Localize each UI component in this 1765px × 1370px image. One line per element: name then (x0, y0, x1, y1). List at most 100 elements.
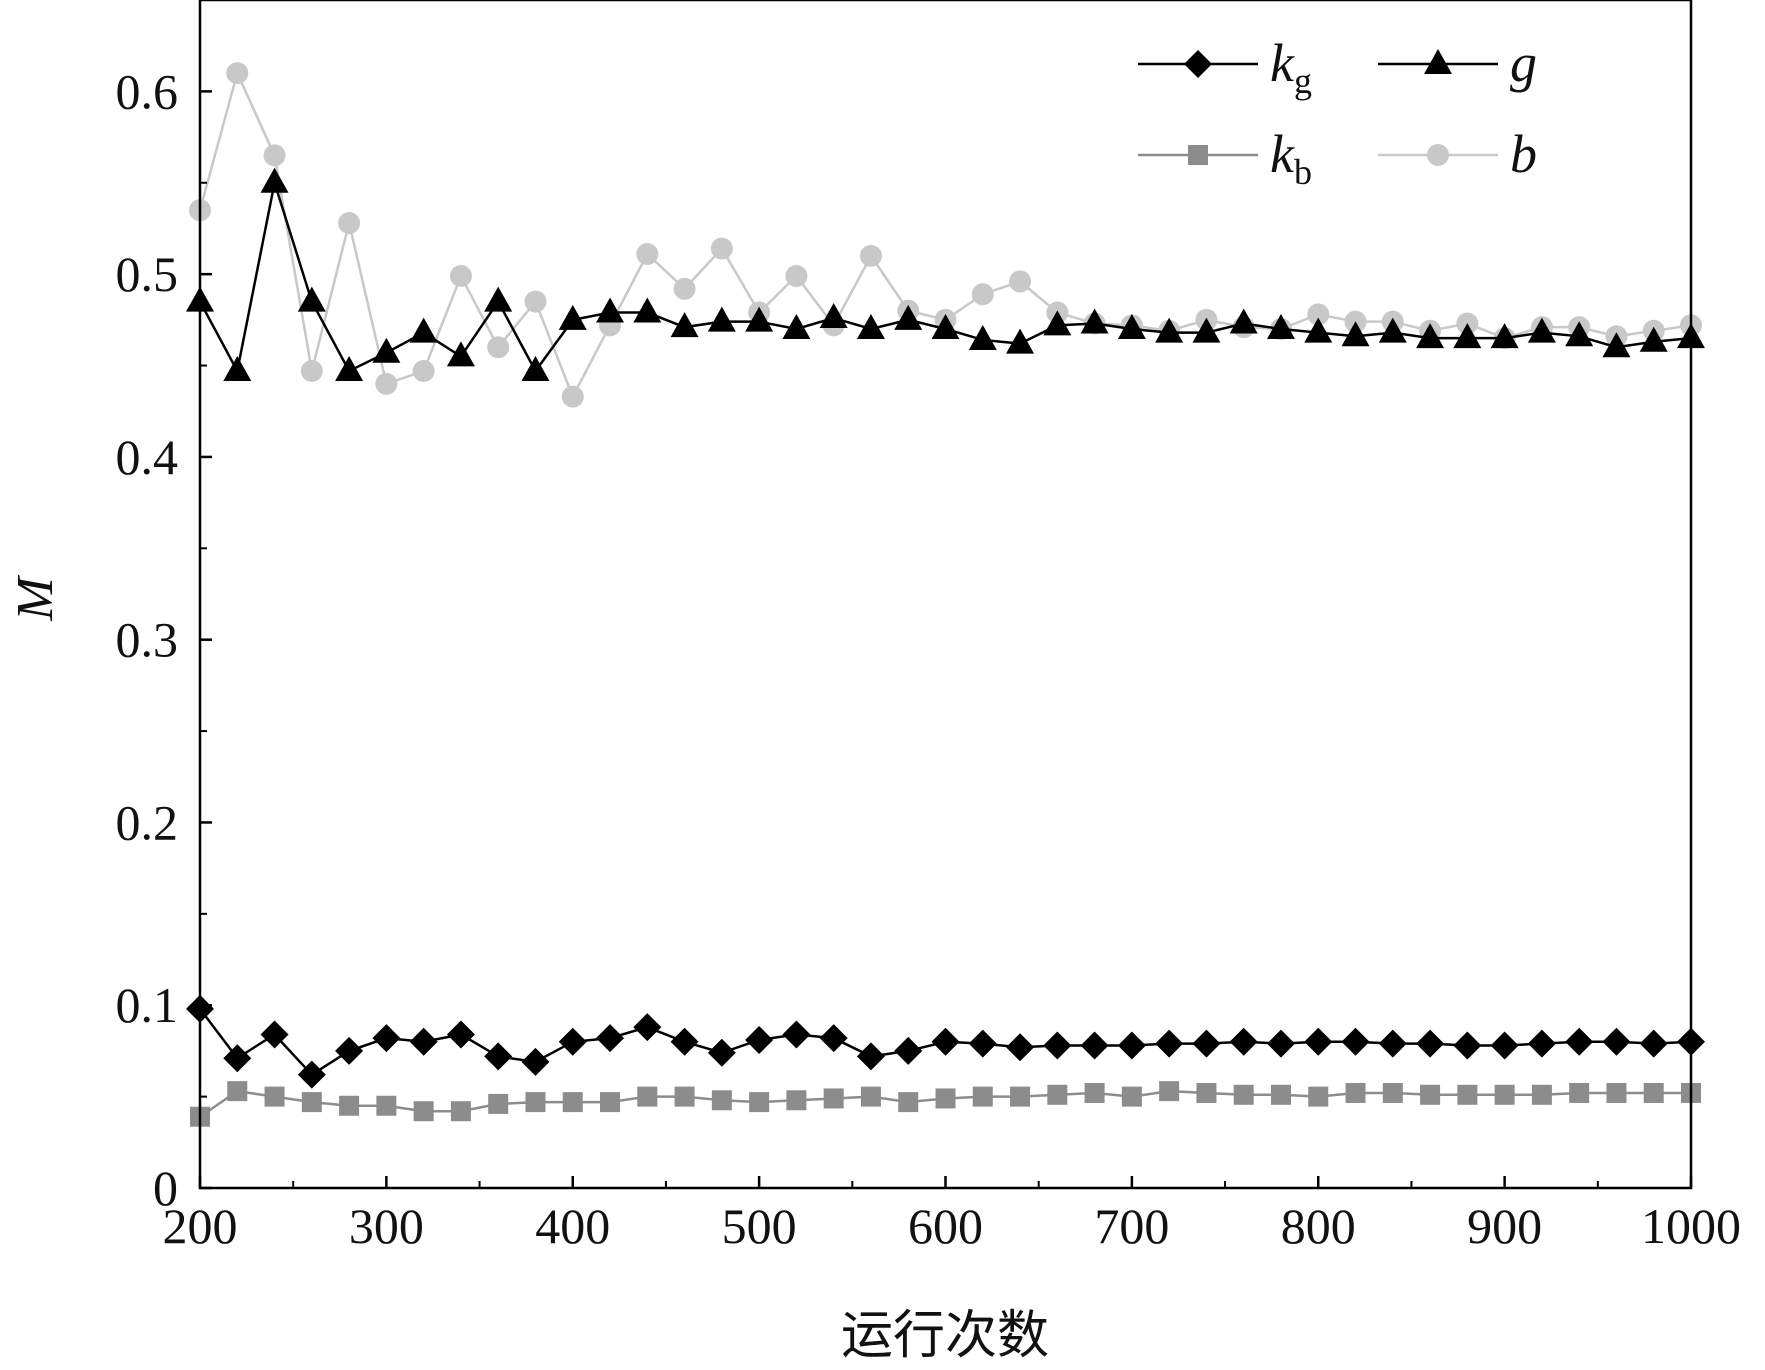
point-k_b-500 (749, 1092, 770, 1113)
point-k_g-760 (1229, 1027, 1258, 1056)
point-g-600 (931, 313, 960, 339)
point-k_g-740 (1192, 1029, 1221, 1058)
point-g-900 (1490, 323, 1519, 349)
point-g-640 (1006, 328, 1035, 354)
point-k_b-820 (1345, 1082, 1366, 1103)
x-tick-label-7: 900 (1467, 1198, 1542, 1254)
point-k_b-800 (1308, 1086, 1329, 1107)
point-k_b-440 (637, 1086, 658, 1107)
axes-layer: 200 300 400 500 600 700 800 900 1000 0 0.1 0.2 0.3 0.… (116, 0, 1741, 1254)
point-k_g-980 (1639, 1029, 1668, 1058)
legend-marker-k_g (1184, 50, 1212, 78)
point-k_b-640 (1010, 1086, 1031, 1107)
x-tick-label-2: 400 (535, 1198, 610, 1254)
point-k_g-840 (1378, 1029, 1407, 1058)
series-b (189, 62, 1702, 408)
point-k_b-680 (1084, 1082, 1105, 1103)
point-g-220 (223, 356, 252, 382)
series-layer (186, 62, 1705, 1127)
point-k_b-980 (1643, 1082, 1664, 1103)
point-k_g-360 (484, 1042, 513, 1071)
point-k_g-880 (1453, 1031, 1482, 1060)
point-g-620 (968, 324, 997, 350)
point-g-300 (372, 337, 401, 363)
point-k_b-240 (264, 1086, 285, 1107)
point-k_g-540 (819, 1024, 848, 1053)
point-k_b-400 (562, 1092, 583, 1113)
point-k_g-640 (1006, 1033, 1035, 1062)
point-k_b-520 (786, 1090, 807, 1111)
legend-label-b: b (1510, 124, 1537, 184)
point-g-660 (1043, 310, 1072, 336)
point-k_b-900 (1494, 1084, 1515, 1105)
point-k_g-480 (707, 1038, 736, 1067)
y-axis-label: M (7, 575, 64, 622)
point-k_b-280 (339, 1095, 360, 1116)
point-k_g-380 (521, 1047, 550, 1076)
point-k_g-560 (856, 1042, 885, 1071)
point-k_b-380 (525, 1092, 546, 1113)
point-k_b-960 (1606, 1082, 1627, 1103)
point-k_g-320 (409, 1027, 438, 1056)
legend-marker-g (1424, 49, 1452, 74)
point-b-300 (375, 372, 398, 395)
point-k_b-540 (823, 1088, 844, 1109)
point-k_b-340 (450, 1101, 471, 1122)
point-k_b-600 (935, 1088, 956, 1109)
point-g-560 (856, 313, 885, 339)
point-k_g-680 (1080, 1031, 1109, 1060)
point-k_g-580 (894, 1036, 923, 1065)
point-b-360 (487, 336, 510, 359)
point-k_g-280 (335, 1036, 364, 1065)
y-tick-label-2: 0.2 (116, 794, 179, 850)
point-k_b-220 (227, 1081, 248, 1102)
legend-item-b: b (1378, 124, 1537, 184)
point-k_b-260 (301, 1092, 322, 1113)
point-k_b-660 (1047, 1084, 1068, 1105)
point-k_g-900 (1490, 1031, 1519, 1060)
point-g-360 (484, 286, 513, 312)
point-g-240 (260, 167, 289, 193)
point-g-800 (1304, 317, 1333, 343)
point-k_b-740 (1196, 1082, 1217, 1103)
x-tick-label-4: 600 (908, 1198, 983, 1254)
point-k_g-240 (260, 1020, 289, 1049)
point-b-240 (263, 144, 286, 167)
point-b-260 (300, 360, 323, 383)
point-k_g-920 (1527, 1029, 1556, 1058)
y-tick-label-6: 0.6 (116, 63, 179, 119)
point-k_b-480 (711, 1090, 732, 1111)
point-k_b-840 (1382, 1082, 1403, 1103)
point-k_g-700 (1117, 1031, 1146, 1060)
point-g-980 (1639, 326, 1668, 352)
point-k_g-440 (633, 1013, 662, 1042)
point-k_g-660 (1043, 1031, 1072, 1060)
point-g-460 (670, 312, 699, 338)
point-k_g-300 (372, 1024, 401, 1053)
point-g-520 (782, 313, 811, 339)
point-g-420 (596, 297, 625, 323)
point-k_g-780 (1266, 1029, 1295, 1058)
legend-marker-b (1427, 144, 1449, 166)
point-k_b-320 (413, 1101, 434, 1122)
point-g-720 (1155, 317, 1184, 343)
x-axis-label: 运行次数 (841, 1306, 1049, 1366)
point-b-440 (636, 243, 659, 266)
point-b-340 (449, 264, 472, 287)
point-k_g-860 (1416, 1029, 1445, 1058)
point-k_g-260 (297, 1060, 326, 1089)
point-g-860 (1416, 323, 1445, 349)
point-g-880 (1453, 323, 1482, 349)
y-tick-label-1: 0.1 (116, 977, 179, 1033)
point-b-560 (859, 244, 882, 267)
point-g-260 (297, 286, 326, 312)
y-tick-label-4: 0.4 (116, 429, 179, 485)
point-g-780 (1266, 313, 1295, 339)
point-g-740 (1192, 317, 1221, 343)
point-k_g-720 (1155, 1029, 1184, 1058)
point-k_g-220 (223, 1044, 252, 1073)
y-tick-label-5: 0.5 (116, 246, 179, 302)
point-g-320 (409, 317, 438, 343)
point-k_g-340 (446, 1020, 475, 1049)
